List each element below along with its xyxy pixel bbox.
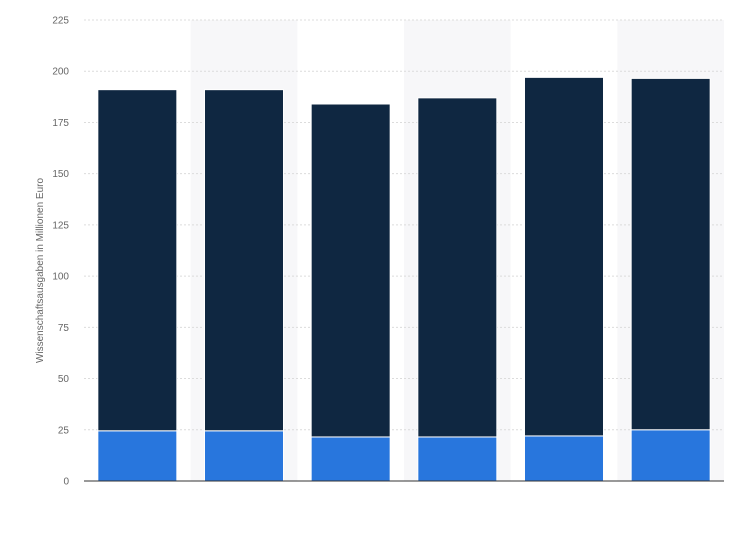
y-tick-label: 150: [52, 169, 69, 180]
y-tick-label: 25: [58, 425, 70, 436]
y-tick-label: 125: [52, 220, 69, 231]
bar-segment-2[interactable]: [97, 89, 178, 432]
bar-segment-2[interactable]: [310, 103, 391, 438]
y-tick-label: 0: [63, 477, 69, 488]
bar-segment-2[interactable]: [524, 76, 604, 437]
y-tick-labels: 0 25 50 75 100 125 150 175 200 225: [52, 16, 69, 488]
y-tick-label: 75: [58, 323, 70, 334]
y-tick-label: 175: [52, 118, 69, 129]
bar-segment-2[interactable]: [204, 89, 284, 432]
bar-segment-1[interactable]: [97, 430, 178, 482]
y-axis-title: Wissenschaftsausgaben in Millionen Euro: [35, 178, 46, 364]
gridlines: [84, 19, 724, 431]
bars: [97, 76, 711, 482]
bar-segment-1[interactable]: [417, 436, 498, 482]
bar-segment-1[interactable]: [630, 429, 711, 482]
bar-segment-2[interactable]: [417, 97, 498, 438]
bar-segment-2[interactable]: [630, 77, 711, 431]
bar-segment-1[interactable]: [310, 436, 391, 482]
bar-segment-1[interactable]: [524, 435, 604, 482]
bar-segment-1[interactable]: [204, 430, 284, 482]
y-tick-label: 225: [52, 16, 69, 27]
y-tick-label: 100: [52, 272, 69, 283]
y-tick-label: 200: [52, 67, 69, 78]
y-tick-label: 50: [58, 374, 70, 385]
